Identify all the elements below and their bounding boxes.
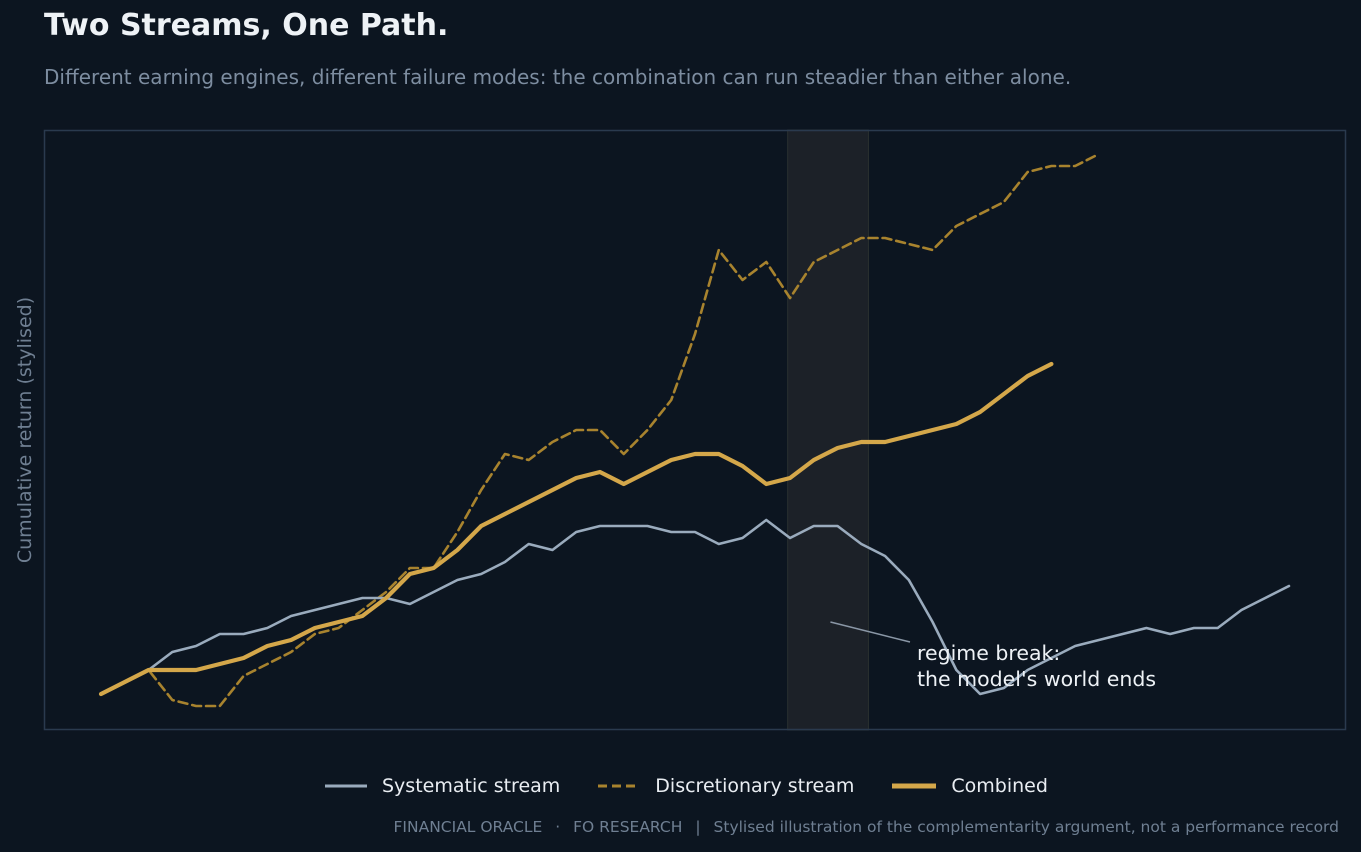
footer-dept: FO RESEARCH <box>573 818 683 836</box>
legend-label-systematic: Systematic stream <box>382 775 561 797</box>
combined-line <box>98 361 1054 697</box>
annotation-line-1: regime break: <box>917 641 1061 665</box>
footer-credit: FINANCIAL ORACLE · FO RESEARCH | Stylise… <box>394 818 1339 836</box>
footer-brand: FINANCIAL ORACLE <box>393 818 543 836</box>
annotation-line-2: the model's world ends <box>917 667 1157 691</box>
footer-pipe: | <box>695 818 701 836</box>
systematic-stream-line <box>99 518 1291 696</box>
footer-dot: · <box>555 818 561 836</box>
chart-legend: Systematic stream Discretionary stream C… <box>325 772 1048 800</box>
annotation-leader-line <box>830 621 911 643</box>
legend-swatch-combined <box>892 783 937 789</box>
legend-swatch-systematic <box>325 784 367 788</box>
legend-label-combined: Combined <box>951 775 1048 797</box>
annotation-label: regime break: the model's world ends <box>917 640 1156 692</box>
legend-item-systematic: Systematic stream <box>325 775 560 797</box>
legend-label-discretionary: Discretionary stream <box>655 775 855 797</box>
plot-frame <box>43 129 1347 731</box>
legend-swatch-discretionary <box>598 784 641 788</box>
chart-subtitle: Different earning engines, different fai… <box>44 65 1072 89</box>
legend-item-combined: Combined <box>892 775 1048 797</box>
footer-note: Stylised illustration of the complementa… <box>713 818 1339 836</box>
regime-break-shading <box>787 129 869 731</box>
chart-title: Two Streams, One Path. <box>44 8 449 43</box>
legend-item-discretionary: Discretionary stream <box>598 775 854 797</box>
discretionary-stream-line <box>99 152 1101 708</box>
